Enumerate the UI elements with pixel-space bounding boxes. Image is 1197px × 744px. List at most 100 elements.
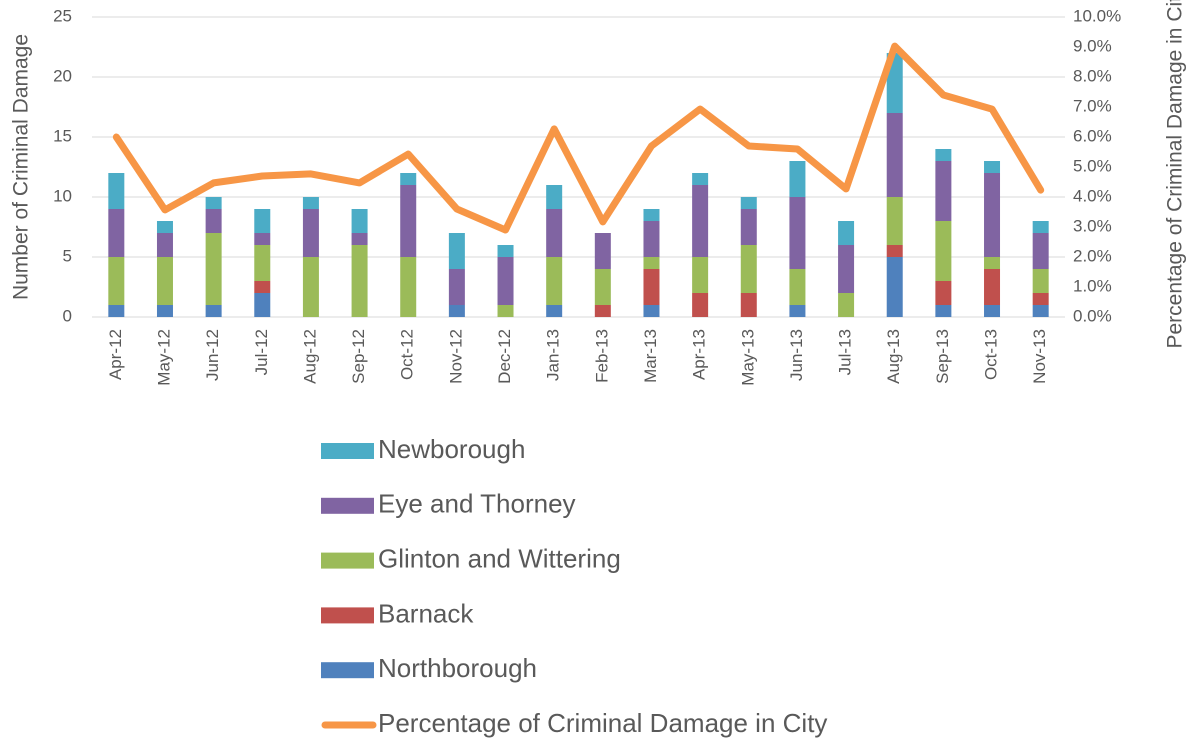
y2-tick-label: 7.0% (1073, 96, 1112, 115)
bar-segment (935, 149, 952, 161)
y2-tick-label: 4.0% (1073, 186, 1112, 205)
bar-segment (643, 269, 660, 305)
bar-segment (1032, 305, 1049, 317)
bar-segment (740, 197, 757, 209)
bar-segment (838, 221, 855, 245)
y-tick-label: 5 (63, 246, 72, 265)
bar-segment (594, 233, 611, 269)
bar-segment (984, 173, 1001, 257)
bar-segment (789, 269, 806, 305)
y2-axis-title: Percentage of Criminal Damage in City (1164, 0, 1187, 349)
x-tick-label: Dec-12 (495, 329, 514, 384)
bar-segment (1032, 269, 1049, 293)
legend-label: Glinton and Wittering (378, 543, 621, 573)
legend-swatch (321, 607, 374, 624)
bar-segment (789, 197, 806, 269)
bar-segment (302, 197, 319, 209)
x-tick-label: May-12 (154, 329, 173, 386)
bar-segment (594, 305, 611, 317)
y-tick-label: 15 (53, 126, 72, 145)
bar-segment (108, 257, 125, 305)
bar-segment (838, 293, 855, 317)
legend-swatch (321, 662, 374, 679)
y2-tick-label: 2.0% (1073, 246, 1112, 265)
bar-segment (886, 245, 903, 257)
bar-segment (448, 305, 465, 317)
bar-segment (254, 209, 271, 233)
x-tick-label: Apr-13 (690, 329, 709, 380)
bar-segment (546, 257, 563, 305)
bar-segment (351, 233, 368, 245)
legend-label: Barnack (378, 598, 474, 628)
bar-segment (156, 233, 173, 257)
bar-segment (205, 197, 222, 209)
bar-segment (254, 233, 271, 245)
bar-segment (497, 305, 514, 317)
legend-swatch (321, 497, 374, 514)
bar-segment (692, 173, 709, 185)
bar-segment (546, 185, 563, 209)
legend-swatch (321, 443, 374, 459)
x-tick-label: Jul-12 (252, 329, 271, 375)
bar-segment (351, 209, 368, 233)
bar-segment (546, 209, 563, 257)
x-tick-label: Mar-13 (641, 329, 660, 383)
bar-segment (886, 113, 903, 197)
bar-segment (984, 305, 1001, 317)
y2-tick-label: 5.0% (1073, 156, 1112, 175)
x-tick-label: Feb-13 (592, 329, 611, 383)
y2-tick-label: 9.0% (1073, 36, 1112, 55)
x-tick-label: Nov-13 (1030, 329, 1049, 384)
bar-segment (400, 257, 417, 317)
bar-segment (546, 305, 563, 317)
x-tick-label: Jun-12 (203, 329, 222, 381)
bar-segment (156, 305, 173, 317)
bar-segment (740, 293, 757, 317)
bar-segment (351, 245, 368, 317)
bar-segment (254, 293, 271, 317)
y2-tick-label: 8.0% (1073, 66, 1112, 85)
y2-tick-label: 0.0% (1073, 306, 1112, 325)
bar-segment (984, 161, 1001, 173)
bar-segment (156, 257, 173, 305)
bar-segment (497, 257, 514, 305)
bar-segment (692, 185, 709, 257)
bar-segment (740, 209, 757, 245)
y-tick-label: 25 (53, 6, 72, 25)
y-axis-title: Number of Criminal Damage (10, 34, 33, 300)
line-series (112, 42, 1045, 234)
bar-segment (1032, 221, 1049, 233)
y-tick-label: 20 (53, 66, 72, 85)
bar-segment (497, 245, 514, 257)
bar-segment (886, 257, 903, 317)
bar-segment (205, 209, 222, 233)
bar-segment (692, 257, 709, 293)
bar-segment (984, 257, 1001, 269)
y-tick-label: 0 (63, 306, 72, 325)
bar-segment (205, 233, 222, 305)
x-tick-label: Aug-12 (300, 329, 319, 384)
y2-tick-label: 6.0% (1073, 126, 1112, 145)
bar-segment (935, 305, 952, 317)
x-tick-label: Jan-13 (544, 329, 563, 381)
bar-segment (740, 245, 757, 293)
legend-label: Newborough (378, 434, 525, 464)
legend-label: Northborough (378, 653, 537, 683)
legend-label: Percentage of Criminal Damage in City (378, 708, 827, 738)
x-tick-label: Apr-12 (106, 329, 125, 380)
bar-segment (302, 209, 319, 257)
bar-segment (692, 293, 709, 317)
y2-tick-label: 3.0% (1073, 216, 1112, 235)
legend-swatch (321, 552, 374, 569)
x-tick-label: Jun-13 (787, 329, 806, 381)
bar-segment (984, 269, 1001, 305)
bar-segment (789, 305, 806, 317)
x-tick-label: Oct-12 (398, 329, 417, 380)
x-tick-label: Jul-13 (836, 329, 855, 375)
x-tick-label: Nov-12 (446, 329, 465, 384)
x-tick-label: May-13 (738, 329, 757, 386)
bar-segment (1032, 233, 1049, 269)
bar-segment (935, 221, 952, 281)
bar-segment (789, 161, 806, 197)
